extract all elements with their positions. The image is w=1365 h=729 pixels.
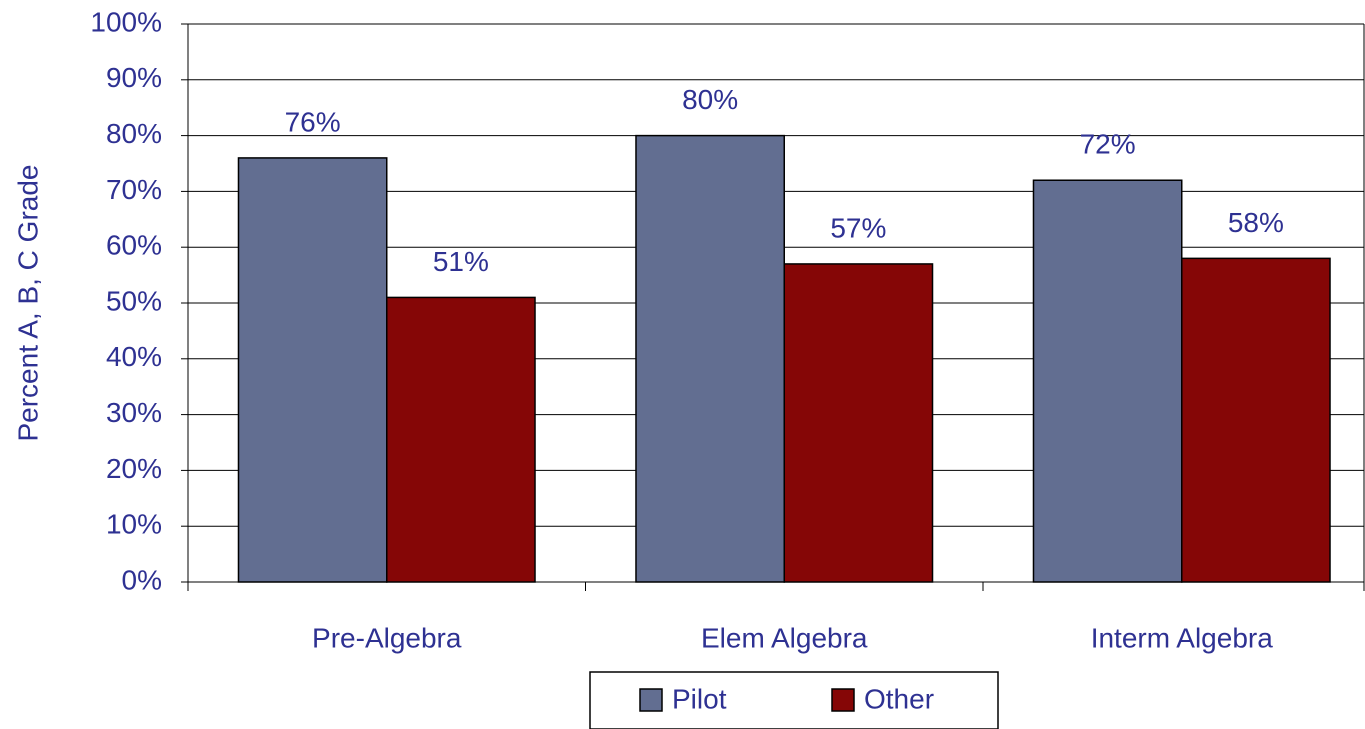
y-tick-label: 80%: [106, 118, 162, 149]
x-tick-label: Pre-Algebra: [312, 622, 462, 653]
y-tick-label: 70%: [106, 174, 162, 205]
bar: [237, 157, 388, 583]
y-tick-label: 30%: [106, 397, 162, 428]
y-tick-label: 40%: [106, 341, 162, 372]
bar: [386, 296, 536, 583]
legend-swatch: [639, 688, 663, 712]
value-label: 57%: [830, 212, 886, 243]
y-tick-label: 0%: [122, 564, 162, 595]
y-tick-label: 60%: [106, 230, 162, 261]
legend-label: Pilot: [672, 683, 727, 714]
y-axis-label: Percent A, B, C Grade: [12, 164, 43, 441]
value-label: 72%: [1080, 129, 1136, 160]
y-tick-label: 90%: [106, 62, 162, 93]
bar: [1181, 257, 1331, 583]
y-tick-label: 50%: [106, 285, 162, 316]
y-tick-label: 10%: [106, 509, 162, 540]
y-tick-label: 20%: [106, 453, 162, 484]
x-tick-label: Interm Algebra: [1091, 622, 1274, 653]
x-tick-label: Elem Algebra: [701, 622, 868, 653]
y-tick-label: 100%: [90, 6, 162, 37]
value-label: 58%: [1228, 207, 1284, 238]
bar: [635, 134, 785, 583]
value-label: 80%: [682, 84, 738, 115]
legend-swatch: [831, 688, 855, 712]
bar: [1032, 179, 1183, 583]
bar: [783, 263, 934, 583]
legend-label: Other: [864, 683, 934, 714]
value-label: 76%: [285, 106, 341, 137]
value-label: 51%: [433, 246, 489, 277]
